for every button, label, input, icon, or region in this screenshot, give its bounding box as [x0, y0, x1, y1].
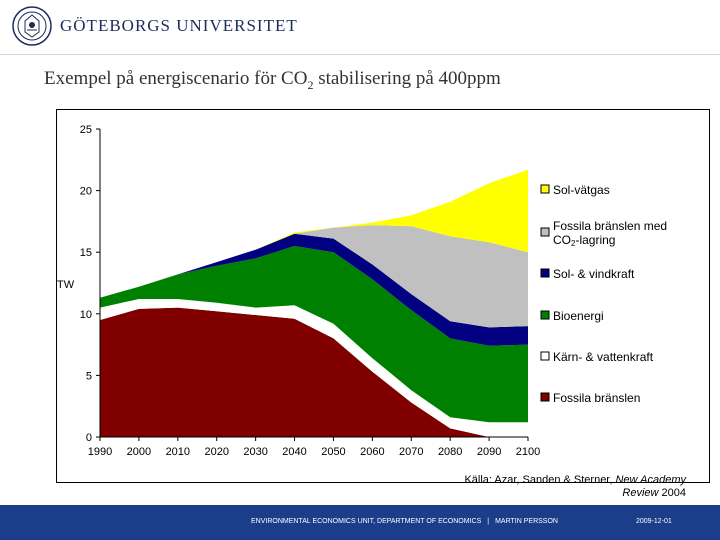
legend-swatch	[540, 351, 550, 361]
slide-title: Exempel på energiscenario för CO2 stabil…	[44, 68, 501, 93]
legend-swatch	[540, 392, 550, 402]
x-tick-label: 2050	[321, 446, 345, 458]
x-tick-label: 2010	[166, 446, 190, 458]
y-axis-label: TW	[57, 279, 75, 291]
x-tick-label: 2040	[282, 446, 306, 458]
y-tick-label: 25	[80, 124, 92, 136]
x-tick-label: 1990	[88, 446, 112, 458]
legend-label-line2: CO2-lagring	[553, 233, 615, 248]
legend-swatch	[540, 268, 550, 278]
y-tick-label: 15	[80, 247, 92, 259]
area-bioenergi	[100, 246, 528, 423]
footer-unit: ENVIRONMENTAL ECONOMICS UNIT, DEPARTMENT…	[251, 518, 482, 525]
area-kärn-vattenkraft	[100, 299, 528, 437]
x-tick-label: 2100	[516, 446, 540, 458]
source-journal-2: Review	[622, 487, 659, 499]
title-end: stabilisering på 400ppm	[313, 68, 501, 89]
footer-date: 2009-12-01	[636, 518, 672, 525]
y-tick-label: 20	[80, 186, 92, 198]
footer-credit: ENVIRONMENTAL ECONOMICS UNIT, DEPARTMENT…	[251, 518, 558, 525]
x-tick-label: 2030	[243, 446, 267, 458]
legend-swatch	[540, 310, 550, 320]
legend-label: Kärn- & vattenkraft	[553, 350, 654, 364]
source-year: 2004	[658, 487, 686, 499]
source-citation: Källa: Azar, Sanden & Sterner, New Acade…	[400, 474, 686, 500]
area-fossila-bränslen	[100, 307, 528, 437]
area-sol-vindkraft	[100, 233, 528, 346]
y-tick-label: 10	[80, 309, 92, 321]
area-sol-vätgas	[100, 169, 528, 298]
header-divider	[0, 54, 720, 55]
y-tick-label: 5	[86, 370, 92, 382]
university-name: GÖTEBORGS UNIVERSITET	[60, 16, 298, 35]
x-tick-label: 2020	[204, 446, 228, 458]
legend-label: Sol-vätgas	[553, 183, 610, 197]
legend-label: Bioenergi	[553, 309, 604, 323]
footer-separator: |	[487, 518, 490, 525]
university-seal-icon	[12, 6, 52, 46]
x-tick-label: 2070	[399, 446, 423, 458]
header-bar: GÖTEBORGS UNIVERSITET	[0, 0, 720, 56]
x-tick-label: 2090	[477, 446, 501, 458]
footer-author: MARTIN PERSSON	[495, 518, 558, 525]
title-subscript: 2	[307, 77, 314, 92]
x-tick-label: 2060	[360, 446, 384, 458]
x-tick-label: 2080	[438, 446, 462, 458]
footer-bar: ENVIRONMENTAL ECONOMICS UNIT, DEPARTMENT…	[0, 505, 720, 540]
area-fossila-bränslen-med-co-lagring	[100, 225, 528, 328]
source-journal-1: New Academy	[615, 474, 686, 486]
legend-label: Fossila bränslen med	[553, 219, 667, 233]
legend-label: Sol- & vindkraft	[553, 267, 635, 281]
y-tick-label: 0	[86, 432, 92, 444]
legend-swatch	[540, 227, 550, 237]
title-main: Exempel på energiscenario för CO	[44, 68, 308, 89]
energy-scenario-chart: 0 5 10 15 20 25 1990 2000 2010 2020 2030 2040 2050 20…	[57, 124, 667, 458]
legend-swatch	[540, 184, 550, 194]
legend-label: Fossila bränslen	[553, 391, 640, 405]
chart-frame: 0 5 10 15 20 25 1990 2000 2010 2020 2030 2040 2050 20…	[56, 109, 710, 483]
source-text: Källa: Azar, Sanden & Sterner,	[464, 474, 616, 486]
x-tick-label: 2000	[127, 446, 151, 458]
